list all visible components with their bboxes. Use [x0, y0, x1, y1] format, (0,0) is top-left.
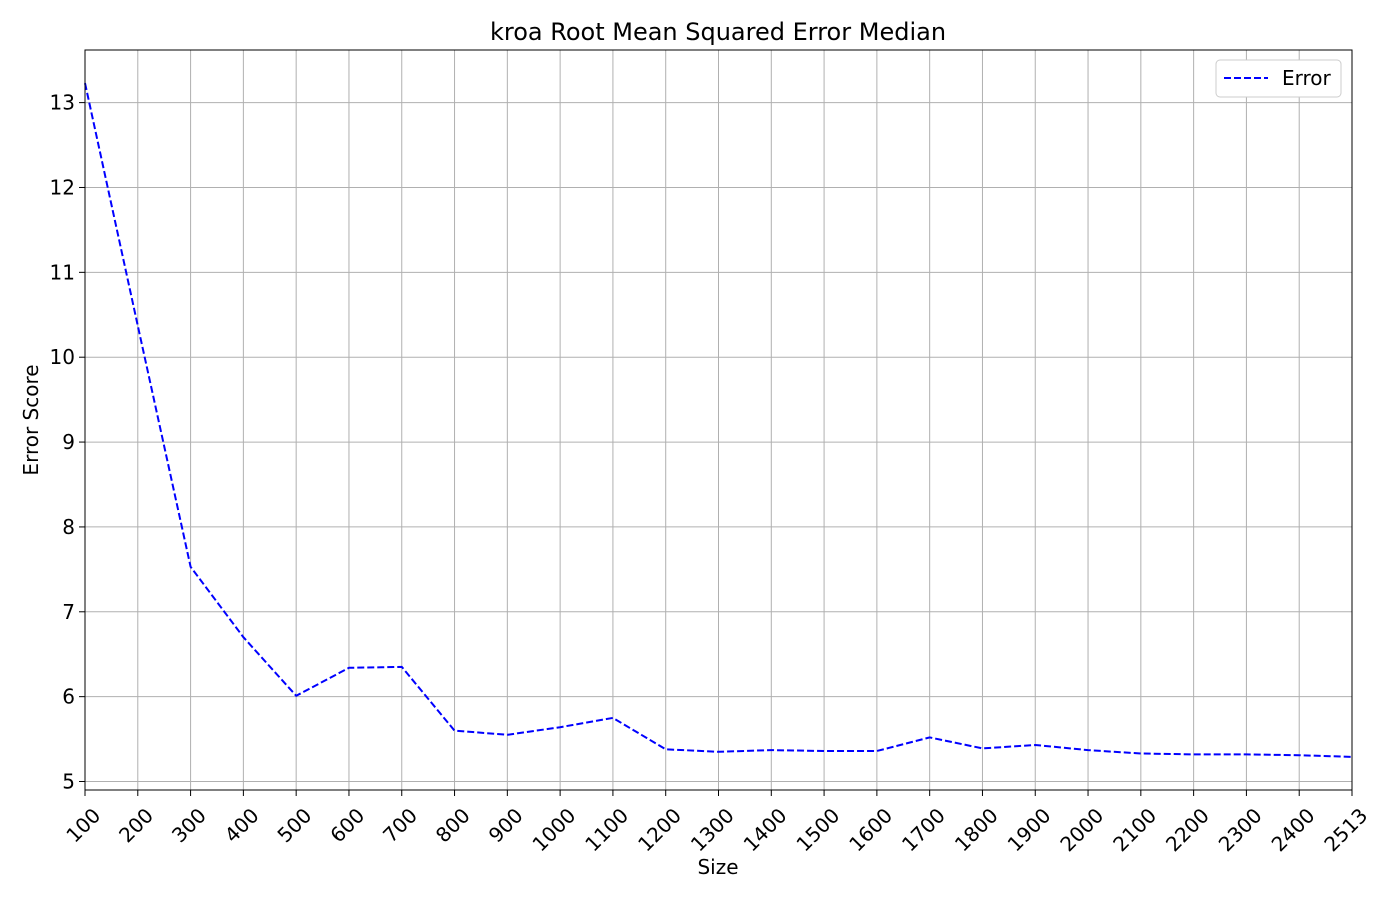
- chart-title: kroa Root Mean Squared Error Median: [490, 18, 946, 46]
- y-tick-label: 6: [62, 685, 75, 709]
- series-line-error: [84, 82, 1353, 758]
- y-axis-label: Error Score: [19, 364, 43, 475]
- y-tick-label: 8: [62, 515, 75, 539]
- x-axis-label: Size: [697, 855, 738, 879]
- y-tick-label: 10: [50, 345, 75, 369]
- y-tick-label: 9: [62, 430, 75, 454]
- y-tick-label: 12: [50, 175, 75, 199]
- legend-label-error: Error: [1282, 66, 1332, 90]
- y-tick-label: 5: [62, 770, 75, 794]
- legend-box: [1215, 59, 1342, 98]
- y-tick-label: 11: [50, 260, 75, 284]
- series-error: [84, 82, 1353, 758]
- legend: Error: [1215, 59, 1342, 98]
- y-axis-ticks: 5 6 7 8 9 10 11 12 13: [50, 91, 85, 794]
- y-tick-label: 7: [62, 600, 75, 624]
- y-tick-label: 13: [50, 91, 75, 115]
